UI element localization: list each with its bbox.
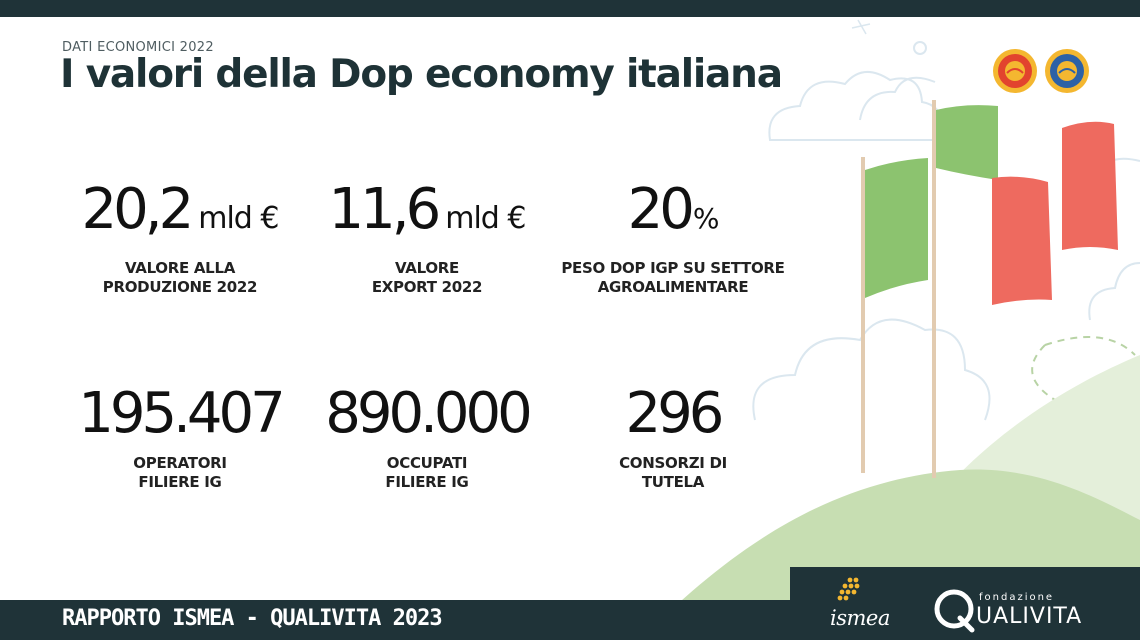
stat-operatori: 195.407 OPERATORI FILIERE IG [60, 384, 300, 492]
stat-value: 11,6 mld € [328, 177, 527, 242]
stat-value: 296 [625, 381, 725, 446]
stat-valore-export: 11,6 mld € VALORE EXPORT 2022 [307, 180, 547, 297]
qualivita-logo-icon [934, 589, 975, 633]
dop-seal-icon [993, 49, 1037, 93]
stat-value: 20% [627, 177, 720, 242]
stat-consorzi: 296 CONSORZI DI TUTELA [553, 384, 793, 492]
stat-label: CONSORZI DI TUTELA [619, 454, 727, 491]
top-bar [0, 0, 1140, 17]
stat-occupati: 890.000 OCCUPATI FILIERE IG [307, 384, 547, 492]
kicker-label: DATI ECONOMICI 2022 [62, 40, 214, 55]
ismea-logo-text: ismea [830, 606, 890, 630]
stat-label: OPERATORI FILIERE IG [133, 454, 227, 491]
italian-flag-icon [865, 105, 1118, 305]
stat-label: VALORE ALLA PRODUZIONE 2022 [102, 259, 258, 296]
qualivita-small-text: fondazione [979, 592, 1055, 603]
footer-title: RAPPORTO ISMEA - QUALIVITA 2023 [62, 606, 443, 631]
stat-label: OCCUPATI FILIERE IG [385, 454, 469, 491]
stat-valore-produzione: 20,2 mld € VALORE ALLA PRODUZIONE 2022 [60, 180, 300, 297]
page-title: I valori della Dop economy italiana [60, 52, 783, 97]
stat-value: 20,2 mld € [81, 177, 280, 242]
qualivita-name: UALIVITA [976, 604, 1083, 629]
stat-value: 890.000 [325, 381, 533, 446]
stat-value: 195.407 [78, 381, 286, 446]
igp-seal-icon [1045, 49, 1089, 93]
certification-seals [993, 49, 1089, 93]
ismea-logo-icon [837, 577, 860, 601]
stat-label: VALORE EXPORT 2022 [371, 259, 483, 296]
stat-label: PESO DOP IGP SU SETTORE AGROALIMENTARE [561, 259, 785, 296]
stat-peso-dop-igp: 20% PESO DOP IGP SU SETTORE AGROALIMENTAR… [553, 180, 793, 297]
